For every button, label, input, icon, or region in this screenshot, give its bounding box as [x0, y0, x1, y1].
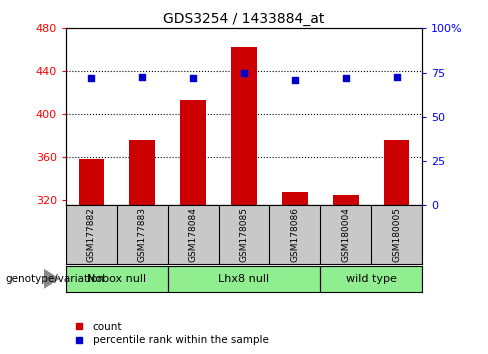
Bar	[79, 159, 104, 205]
Bar	[320, 266, 422, 292]
Point	[87, 75, 95, 81]
Text: GSM180005: GSM180005	[392, 207, 401, 262]
Bar	[168, 266, 320, 292]
Bar	[384, 140, 409, 205]
Text: Nobox null: Nobox null	[87, 274, 146, 284]
Bar	[282, 193, 307, 205]
Text: Lhx8 null: Lhx8 null	[219, 274, 269, 284]
Text: GDS3254 / 1433884_at: GDS3254 / 1433884_at	[163, 12, 325, 27]
Text: GSM177882: GSM177882	[87, 207, 96, 262]
Text: genotype/variation: genotype/variation	[5, 274, 104, 284]
Text: GSM178084: GSM178084	[188, 207, 198, 262]
Text: wild type: wild type	[346, 274, 397, 284]
Point	[342, 75, 350, 81]
Text: GSM178086: GSM178086	[290, 207, 300, 262]
Text: GSM178085: GSM178085	[240, 207, 248, 262]
Point	[240, 70, 248, 75]
Text: GSM177883: GSM177883	[138, 207, 147, 262]
Point	[291, 77, 299, 82]
Text: GSM180004: GSM180004	[341, 207, 350, 262]
Bar	[333, 195, 359, 205]
Bar	[66, 266, 168, 292]
Bar	[231, 47, 257, 205]
Legend: count, percentile rank within the sample: count, percentile rank within the sample	[69, 322, 268, 345]
Point	[138, 74, 146, 80]
Bar	[129, 140, 155, 205]
Bar	[181, 100, 206, 205]
Point	[189, 75, 197, 81]
Point	[393, 74, 401, 80]
Polygon shape	[44, 270, 59, 288]
